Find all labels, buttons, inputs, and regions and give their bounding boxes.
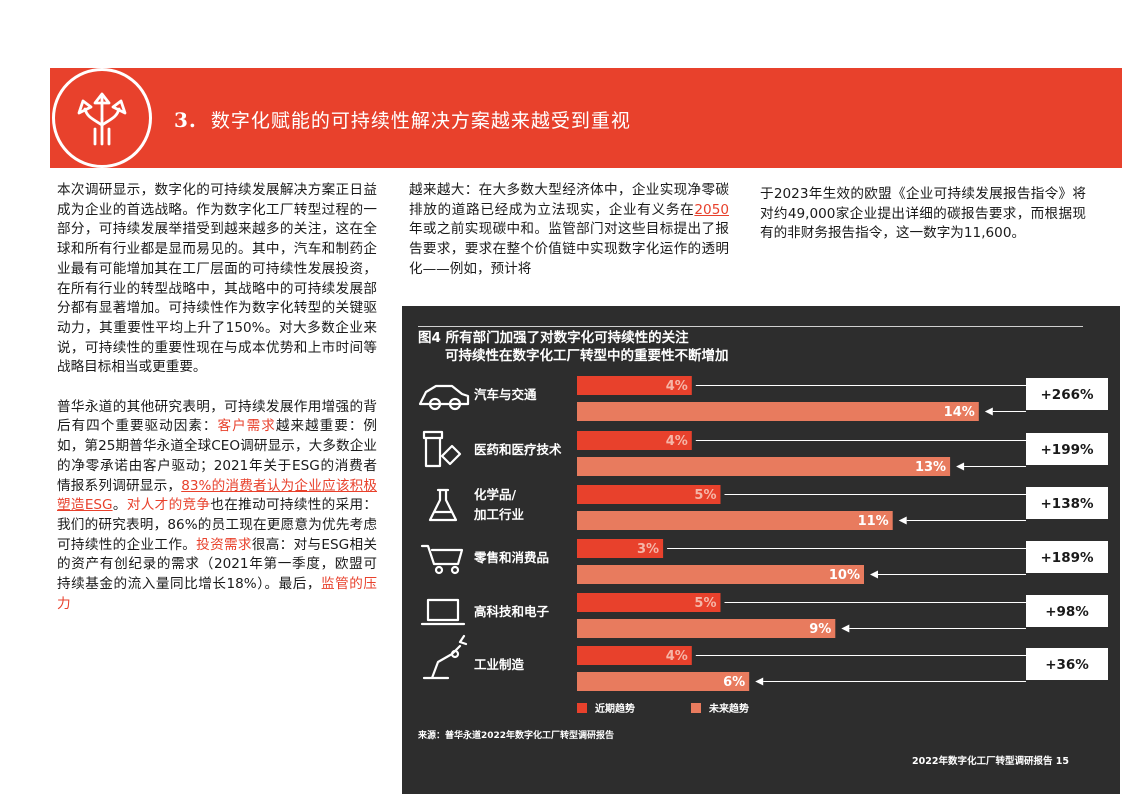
section-title: 3. 数字化赋能的可持续性解决方案越来越受到重视 — [174, 106, 631, 133]
value-label-future: 6% — [723, 675, 745, 690]
arrow-head — [841, 624, 850, 633]
value-label-near: 3% — [637, 542, 659, 557]
bar-future — [577, 672, 750, 691]
body-paragraph: 于2023年生效的欧盟《企业可持续发展报告指令》将对约49,000家企业提出详细… — [760, 186, 1086, 242]
body-paragraph: 普华永道的其他研究表明，可持续发展作用增强的背后有四个重要驱动因素：客户需求越来… — [57, 398, 377, 615]
figure-title-block: 图4 所有部门加强了对数字化可持续性的关注 可持续性在数字化工厂转型中的重要性不… — [418, 329, 729, 365]
figure-divider — [418, 326, 1083, 327]
laptop-icon — [420, 598, 466, 626]
flask-icon — [428, 488, 458, 522]
body-column-1: 本次调研显示，数字化的可持续发展解决方案正日益成为企业的首选战略。作为数字化工厂… — [57, 181, 377, 614]
bar-near-term — [577, 485, 721, 504]
figure-panel — [402, 306, 1120, 794]
figure-title: 图4 所有部门加强了对数字化可持续性的关注 — [418, 330, 689, 346]
legend-label-future: 未来趋势 — [709, 704, 749, 715]
bar-future — [577, 619, 836, 638]
bar-near-term — [577, 431, 692, 450]
arrow-head — [898, 516, 907, 525]
cart-icon — [420, 544, 464, 575]
section-number: 3. — [174, 108, 197, 132]
value-label-future: 13% — [915, 460, 946, 475]
section-title-text: 数字化赋能的可持续性解决方案越来越受到重视 — [210, 110, 631, 132]
change-box — [1026, 433, 1108, 465]
body-paragraph: 越来越大：在大多数大型经济体中，企业实现净零碳排放的道路已经成为立法现实，企业有… — [409, 181, 729, 280]
legend-item-future: 未来趋势 — [691, 700, 749, 715]
page-footer: 2022年数字化工厂转型调研报告 15 — [912, 756, 1069, 767]
pharma-icon — [422, 430, 462, 468]
bar-future — [577, 402, 979, 421]
car-icon — [418, 384, 470, 411]
bar-near-term — [577, 376, 692, 395]
highlight-talent: 对人才的竞争 — [126, 497, 211, 514]
value-label-future: 11% — [858, 514, 889, 529]
category-label: 零售和消费品 — [473, 550, 549, 565]
link-2050[interactable]: 2050 — [694, 201, 729, 218]
text-run: 也在推动可持续性的采用：我们的研究表明，86%的员工现在更愿意为优先考虑可持续性… — [57, 497, 378, 553]
category-label: 汽车与交通 — [474, 387, 537, 402]
change-label: +138% — [1040, 496, 1093, 512]
value-label-near: 4% — [666, 434, 688, 449]
value-label-near: 4% — [666, 649, 688, 664]
bar-near-term — [577, 593, 721, 612]
arrow-head — [984, 407, 993, 416]
change-box — [1026, 487, 1108, 519]
bar-future — [577, 565, 864, 584]
change-label: +199% — [1040, 442, 1093, 458]
change-box — [1026, 595, 1108, 627]
category-label: 高科技和电子 — [474, 604, 550, 619]
highlight-customer-demand: 客户需求 — [217, 418, 276, 435]
change-box — [1026, 648, 1108, 680]
bar-near-term — [577, 539, 664, 558]
change-label: +266% — [1040, 387, 1093, 403]
category-label: 工业制造 — [474, 657, 525, 672]
link-consumer-esg[interactable]: 83%的消费者认为企业应该积极塑造ESG — [57, 477, 378, 514]
value-label-near: 5% — [694, 488, 716, 503]
legend-item-near: 近期趋势 — [577, 700, 635, 715]
text-run: 普华永道的其他研究表明，可持续发展作用增强的背后有四个重要驱动因素： — [57, 398, 377, 435]
body-column-2: 越来越大：在大多数大型经济体中，企业实现净零碳排放的道路已经成为立法现实，企业有… — [409, 181, 729, 280]
arrow-head — [755, 677, 764, 686]
value-label-near: 4% — [666, 379, 688, 394]
highlight-regulation: 监管的压力 — [57, 576, 377, 612]
bar-future — [577, 457, 951, 476]
arrow-head — [956, 462, 965, 471]
legend-swatch-near — [577, 702, 587, 713]
split-arrows-icon — [52, 68, 152, 168]
text-run: 很高：对与ESG相关的资产有创纪录的需求（2021年第一季度，欧盟可持续基金的流… — [57, 536, 378, 593]
bar-near-term — [577, 646, 692, 665]
figure-source: 来源：普华永道2022年数字化工厂转型调研报告 — [418, 731, 615, 741]
value-label-future: 9% — [809, 622, 831, 637]
value-label-near: 5% — [694, 596, 716, 611]
change-box — [1026, 541, 1108, 573]
category-label: 化学品/加工行业 — [473, 487, 525, 522]
section-banner — [50, 68, 1122, 168]
bar-chart: 汽车与交通 4% 14% +266% 医药和医疗技术 4% 13% +199% 化学品/加工行业… — [418, 376, 1108, 691]
category-label: 医药和医疗技术 — [474, 442, 562, 457]
change-label: +189% — [1040, 550, 1093, 566]
change-label: +98% — [1045, 604, 1089, 620]
body-column-3: 于2023年生效的欧盟《企业可持续发展报告指令》将对约49,000家企业提出详细… — [760, 185, 1086, 244]
text-run: 越来越重要：例如，第25期普华永道全球CEO调研显示，大多数企业的净零承诺由客户… — [57, 418, 378, 494]
value-label-future: 10% — [829, 568, 860, 583]
arrow-head — [870, 570, 878, 579]
body-paragraph: 本次调研显示，数字化的可持续发展解决方案正日益成为企业的首选战略。作为数字化工厂… — [57, 182, 377, 376]
legend-swatch-future — [691, 702, 701, 713]
value-label-future: 14% — [944, 405, 975, 420]
figure-subtitle: 可持续性在数字化工厂转型中的重要性不断增加 — [445, 348, 729, 364]
text-run: 年或之前实现碳中和。监管部门对这些目标提出了报告要求，要求在整个价值链中实现数字… — [409, 221, 729, 277]
change-box — [1026, 378, 1108, 410]
text-run: 。 — [112, 497, 127, 514]
legend-label-near: 近期趋势 — [595, 704, 635, 715]
robot-arm-icon — [422, 634, 468, 680]
highlight-investment: 投资需求 — [196, 536, 252, 553]
text-run: 越来越大：在大多数大型经济体中，企业实现净零碳排放的道路已经成为立法现实，企业有… — [409, 182, 729, 218]
bar-future — [577, 511, 893, 530]
change-label: +36% — [1045, 657, 1089, 673]
